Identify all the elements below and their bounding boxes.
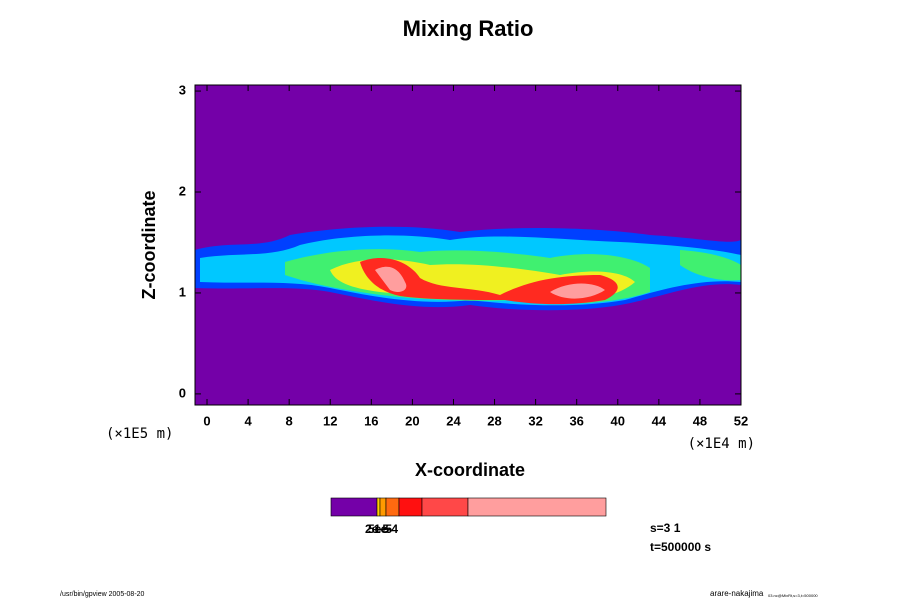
y-tick-label: 1 xyxy=(179,284,186,299)
note: s=3 1 xyxy=(650,521,681,535)
plot-frame xyxy=(194,84,742,406)
colorbar-segment xyxy=(376,497,381,517)
colorbar-segment xyxy=(385,497,400,517)
x-tick-label: 52 xyxy=(734,413,748,428)
x-tick-label: 16 xyxy=(364,413,378,428)
x-tick-label: 32 xyxy=(528,413,542,428)
y-tick-label: 2 xyxy=(179,183,186,198)
y-axis-label: Z-coordinate xyxy=(139,190,159,299)
x-unit: (×1E4 m) xyxy=(688,436,755,452)
x-tick-label: 48 xyxy=(693,413,707,428)
colorbar-segment xyxy=(421,497,469,517)
x-tick-label: 8 xyxy=(286,413,293,428)
y-tick-label: 0 xyxy=(179,385,186,400)
colorbar-segment xyxy=(330,497,378,517)
chart-title: Mixing Ratio xyxy=(403,16,534,41)
x-axis-label: X-coordinate xyxy=(415,460,525,480)
colorbar-label: 5e-5 xyxy=(368,522,392,536)
x-tick-label: 4 xyxy=(244,413,252,428)
colorbar-segment xyxy=(379,497,387,517)
x-tick-label: 0 xyxy=(203,413,210,428)
y-tick-label: 3 xyxy=(179,82,186,97)
colorbar-label: 1e-4 xyxy=(374,522,398,536)
colorbar-segment xyxy=(467,497,607,517)
x-tick-label: 40 xyxy=(611,413,625,428)
y-unit: (×1E5 m) xyxy=(106,426,173,442)
x-tick-label: 36 xyxy=(569,413,583,428)
footer-small: 03.nc@MixRt,s=3,t=500000 xyxy=(768,593,818,598)
colorbar-segment xyxy=(398,497,423,517)
footer: arare-nakajima xyxy=(710,589,764,598)
x-tick-label: 20 xyxy=(405,413,419,428)
footer: /usr/bin/gpview 2005-08-20 xyxy=(60,591,145,598)
x-tick-label: 12 xyxy=(323,413,337,428)
note: t=500000 s xyxy=(650,540,711,554)
contour-field xyxy=(195,226,741,311)
colorbar-label: 2e-5 xyxy=(365,522,389,536)
x-tick-label: 44 xyxy=(652,413,667,428)
x-tick-label: 24 xyxy=(446,413,461,428)
x-tick-label: 28 xyxy=(487,413,501,428)
